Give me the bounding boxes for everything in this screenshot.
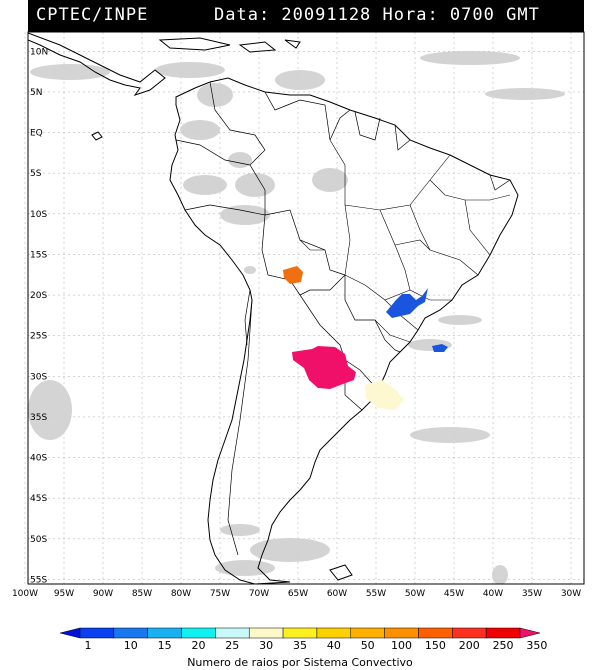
lat-label: 35S (30, 413, 47, 423)
sao-paulo-cell (386, 288, 428, 318)
lon-label: 55W (366, 589, 386, 599)
lon-label: 60W (327, 589, 347, 599)
lat-label: 15S (30, 250, 47, 260)
colorbar-tick-label: 150 (425, 639, 446, 652)
lon-label: 35W (522, 589, 542, 599)
lon-label: 95W (54, 589, 74, 599)
colorbar-tick-label: 40 (327, 639, 341, 652)
lat-label: 25S (30, 332, 47, 342)
colorbar-tick-label: 35 (293, 639, 307, 652)
lon-label: 30W (561, 589, 581, 599)
lat-label: 10S (30, 210, 47, 220)
lon-label: 45W (444, 589, 464, 599)
lon-label: 65W (288, 589, 308, 599)
colorbar-swatch (452, 627, 487, 639)
lat-lon-grid (24, 32, 584, 584)
colorbar-tick-label: 25 (225, 639, 239, 652)
colorbar-tick-label: 20 (191, 639, 205, 652)
colorbar-tick-label: 200 (459, 639, 480, 652)
map-header: CPTEC/INPE Data: 20091128 Hora: 0700 GMT (28, 0, 584, 32)
colorbar-tick-label: 100 (391, 639, 412, 652)
uruguay-cell (365, 380, 404, 410)
lon-label: 50W (405, 589, 425, 599)
lat-label: 5N (30, 88, 42, 98)
lon-label: 100W (12, 589, 38, 599)
lon-label: 75W (210, 589, 230, 599)
colorbar-swatch (350, 627, 385, 639)
colorbar-swatch (59, 627, 81, 639)
colorbar-tick-label: 350 (526, 639, 547, 652)
colorbar-swatch (519, 627, 541, 639)
lat-label: 30S (30, 372, 47, 382)
colorbar-swatch (147, 627, 182, 639)
datetime-label: Data: 20091128 Hora: 0700 GMT (214, 5, 540, 25)
colorbar: 1 10 15 20 25 30 35 40 50 100 150 200 250 350 (59, 627, 547, 652)
colorbar-swatch (418, 627, 453, 639)
lat-label: 50S (30, 535, 47, 545)
country-borders (175, 81, 411, 556)
colorbar-tick-label: 250 (493, 639, 514, 652)
colorbar-swatch (485, 627, 521, 639)
colorbar-swatch (282, 627, 318, 639)
argentina-cell (292, 346, 356, 389)
colorbar-title: Numero de raios por Sistema Convectivo (187, 656, 413, 669)
state-borders (299, 139, 511, 343)
lightning-cells (283, 266, 448, 410)
lat-label: EQ (30, 129, 43, 139)
colorbar-tick-label: 1 (85, 639, 92, 652)
axis-labels: 10N 5N EQ 5S 10S 15S 20S 25S 30S 35S 40S 45S 50S 55S 1… (12, 47, 581, 599)
atlantic-cell (432, 344, 448, 352)
coastlines (28, 32, 519, 584)
lat-label: 5S (30, 169, 42, 179)
colorbar-swatch (215, 627, 250, 639)
colorbar-tick-label: 15 (158, 639, 172, 652)
lat-label: 20S (30, 291, 47, 301)
lon-label: 80W (171, 589, 191, 599)
lon-label: 40W (483, 589, 503, 599)
colorbar-tick-label: 30 (259, 639, 273, 652)
lat-label: 40S (30, 454, 47, 464)
lat-label: 55S (30, 575, 47, 585)
lon-label: 85W (132, 589, 152, 599)
colorbar-swatch (248, 627, 284, 639)
colorbar-tick-label: 10 (124, 639, 138, 652)
bolivia-cell (283, 266, 303, 284)
source-label: CPTEC/INPE (36, 5, 149, 25)
colorbar-swatch (79, 627, 115, 639)
lat-label: 10N (30, 47, 48, 57)
colorbar-swatch (384, 627, 419, 639)
colorbar-tick-label: 50 (361, 639, 375, 652)
colorbar-swatch (316, 627, 352, 639)
lon-label: 70W (249, 589, 269, 599)
lat-label: 45S (30, 494, 47, 504)
colorbar-swatch (181, 627, 216, 639)
lon-label: 90W (93, 589, 113, 599)
colorbar-swatch (113, 627, 148, 639)
